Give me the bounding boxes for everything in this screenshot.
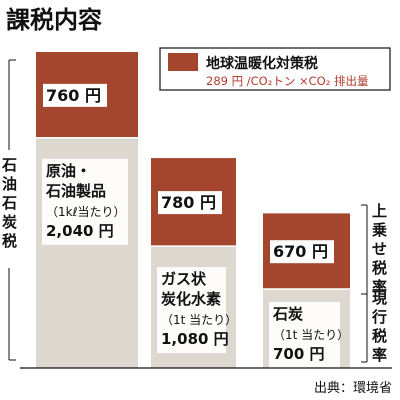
category-name: 炭化水素 xyxy=(161,290,221,308)
category-name: 石油製品 xyxy=(45,182,106,200)
top-label-bg xyxy=(158,191,222,215)
right-bottom-label: 現行税率 xyxy=(371,289,387,364)
left-side-label: 石油石炭税 xyxy=(1,156,17,250)
source-note: 出典：環境省 xyxy=(314,381,392,396)
right-brackets xyxy=(361,204,368,363)
category-label-bg xyxy=(157,267,226,354)
legend-swatch xyxy=(168,53,198,71)
category-name: 原油・ xyxy=(46,162,91,180)
legend: 地球温暖化対策税 289 円 /CO₂トン ×CO₂ 排出量 xyxy=(159,47,391,91)
bottom-value-label: 700 円 xyxy=(273,345,325,363)
top-label-bg xyxy=(270,240,334,264)
chart-title: 課税内容 xyxy=(6,6,102,34)
category-unit: （1kℓ当たり） xyxy=(46,205,126,219)
right-top-label: 上乗せ税率 xyxy=(372,202,387,296)
top-value-label: 760 円 xyxy=(46,86,101,105)
category-label-bg xyxy=(42,158,128,245)
top-value-label: 780 円 xyxy=(161,193,216,212)
category-unit: （1t 当たり） xyxy=(161,313,237,327)
legend-frame xyxy=(159,47,391,91)
category-label-bg xyxy=(269,302,340,368)
legend-subtitle: 289 円 /CO₂トン ×CO₂ 排出量 xyxy=(206,74,368,88)
category-unit: （1t 当たり） xyxy=(273,328,349,342)
bottom-value-label: 2,040 円 xyxy=(46,222,114,240)
top-value-label: 670 円 xyxy=(273,242,328,261)
bottom-value-label: 1,080 円 xyxy=(161,330,229,348)
legend-title: 地球温暖化対策税 xyxy=(206,55,318,72)
left-bracket xyxy=(8,59,16,361)
category-name: 石炭 xyxy=(272,305,303,323)
category-name: ガス状 xyxy=(161,270,207,288)
top-label-bg xyxy=(43,83,107,107)
